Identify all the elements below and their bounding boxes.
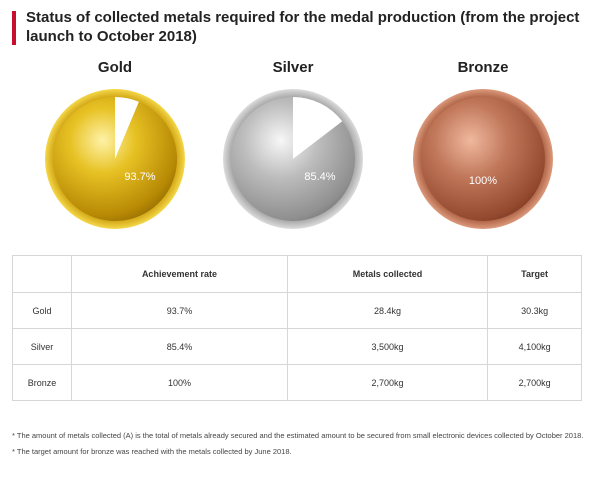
gold-medal-pie: 93.7% (45, 89, 185, 229)
footnote-2: * The target amount for bronze was reach… (12, 447, 292, 456)
table-header-row: Achievement rate Metals collected Target (12, 255, 582, 293)
table-cell: 2,700kg (487, 364, 582, 401)
row-label-gold: Gold (12, 292, 72, 329)
silver-slice-remaining (293, 97, 343, 159)
medal-gold: Gold 93.7% (40, 58, 190, 234)
bronze-data-label: 100% (469, 175, 497, 187)
table-row: Gold 93.7% 28.4kg 30.3kg (12, 292, 582, 329)
table-cell: 100% (71, 364, 288, 401)
metals-table: Achievement rate Metals collected Target… (12, 255, 582, 401)
table-cell: 85.4% (71, 328, 288, 365)
row-label-silver: Silver (12, 328, 72, 365)
table-cell: 28.4kg (286, 292, 489, 329)
bronze-medal-pie: 100% (413, 89, 553, 229)
medal-silver: Silver 85.4% (218, 58, 368, 234)
table-cell: 3,500kg (286, 328, 489, 365)
silver-medal-pie: 85.4% (223, 89, 363, 229)
table-cell: 4,100kg (487, 328, 582, 365)
table-header-target: Target (487, 255, 582, 293)
medal-name-gold: Gold (97, 59, 133, 76)
table-header-achievement: Achievement rate (71, 255, 288, 293)
bronze-slice-collected (421, 97, 545, 221)
footnote-1: * The amount of metals collected (A) is … (12, 431, 584, 440)
gold-data-label: 93.7% (124, 171, 155, 183)
medal-bronze: Bronze 100% (408, 58, 558, 234)
table-row: Bronze 100% 2,700kg 2,700kg (12, 364, 582, 401)
silver-data-label: 85.4% (304, 171, 335, 183)
table-cell: 93.7% (71, 292, 288, 329)
medal-name-silver: Silver (272, 59, 314, 76)
table-header-blank (12, 255, 72, 293)
gold-slice-remaining (115, 97, 139, 159)
footnotes: * The amount of metals collected (A) is … (12, 428, 584, 460)
title-block: Status of collected metals required for … (12, 8, 582, 46)
row-label-bronze: Bronze (12, 364, 72, 401)
silver-slice-collected (230, 97, 355, 221)
table-row: Silver 85.4% 3,500kg 4,100kg (12, 328, 582, 365)
medal-name-bronze: Bronze (457, 59, 509, 76)
table-cell: 2,700kg (286, 364, 489, 401)
title-accent-bar (12, 11, 16, 45)
chart-title: Status of collected metals required for … (26, 9, 580, 45)
table-header-collected: Metals collected (286, 255, 489, 293)
table-cell: 30.3kg (487, 292, 582, 329)
